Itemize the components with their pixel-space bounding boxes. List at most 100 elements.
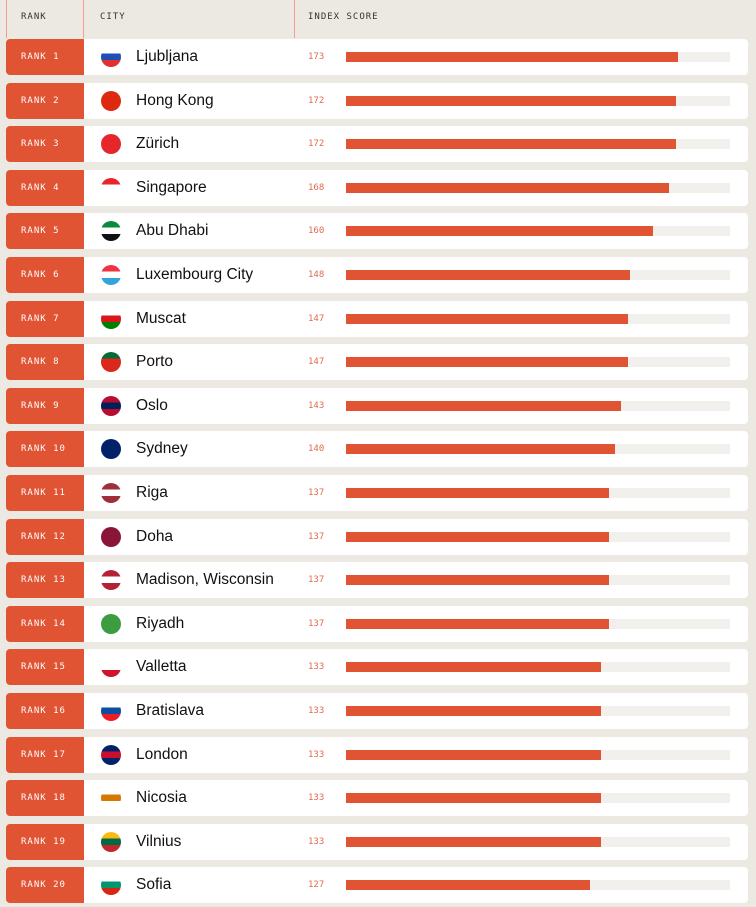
flag-icon bbox=[101, 701, 121, 721]
table-row: RANK 12 Doha 137 bbox=[6, 518, 748, 555]
score-label: 140 bbox=[308, 444, 325, 455]
rank-badge: RANK 9 bbox=[6, 387, 84, 424]
header-rank: RANK bbox=[6, 0, 84, 38]
table-row: RANK 18 Nicosia 133 bbox=[6, 780, 748, 817]
score-bar bbox=[346, 270, 631, 280]
score-label: 137 bbox=[308, 618, 325, 629]
table-row: RANK 1 Ljubljana 173 bbox=[6, 39, 748, 75]
score-track bbox=[346, 270, 730, 280]
flag-icon bbox=[101, 395, 121, 416]
city-name: Oslo bbox=[136, 396, 168, 414]
table-row: RANK 20 Sofia 127 bbox=[6, 867, 748, 904]
city-name: Vilnius bbox=[136, 832, 182, 850]
rank-badge: RANK 18 bbox=[6, 780, 84, 817]
score-bar bbox=[346, 182, 669, 193]
rank-badge: RANK 11 bbox=[6, 475, 84, 511]
flag-icon bbox=[101, 570, 121, 591]
table-row: RANK 11 Riga 137 bbox=[6, 475, 748, 511]
city-name: Bratislava bbox=[136, 702, 205, 719]
score-bar bbox=[346, 488, 610, 498]
score-bar bbox=[346, 357, 629, 368]
rank-badge: RANK 1 bbox=[6, 39, 84, 75]
city-name: Sydney bbox=[136, 440, 188, 458]
flag-icon bbox=[101, 831, 121, 852]
flag-icon bbox=[101, 265, 121, 285]
score-bar bbox=[346, 226, 654, 237]
score-track bbox=[346, 662, 730, 673]
score-bar bbox=[346, 95, 677, 106]
score-label: 168 bbox=[308, 182, 325, 193]
score-track bbox=[346, 618, 730, 629]
header-city: CITY bbox=[85, 0, 295, 38]
rank-badge: RANK 16 bbox=[6, 693, 84, 729]
score-track bbox=[346, 400, 730, 411]
city-name: Nicosia bbox=[136, 789, 187, 807]
score-track bbox=[346, 139, 730, 150]
rank-badge: RANK 20 bbox=[6, 867, 84, 904]
city-name: Porto bbox=[136, 353, 174, 371]
score-track bbox=[346, 488, 730, 498]
city-name: Singapore bbox=[136, 178, 207, 196]
city-name: Doha bbox=[136, 527, 174, 545]
city-name: Madison, Wisconsin bbox=[136, 571, 274, 589]
score-track bbox=[346, 357, 730, 368]
score-track bbox=[346, 793, 730, 804]
city-name: Valletta bbox=[136, 658, 187, 676]
score-track bbox=[346, 880, 730, 891]
score-label: 137 bbox=[308, 531, 325, 542]
rank-badge: RANK 6 bbox=[6, 257, 84, 293]
score-label: 133 bbox=[308, 662, 325, 673]
score-label: 127 bbox=[308, 880, 325, 891]
city-name: Riga bbox=[136, 484, 168, 501]
score-label: 137 bbox=[308, 488, 325, 498]
rank-badge: RANK 3 bbox=[6, 126, 84, 163]
rank-badge: RANK 8 bbox=[6, 344, 84, 381]
score-label: 137 bbox=[308, 575, 325, 586]
table-row: RANK 8 Porto 147 bbox=[6, 344, 748, 381]
flag-icon bbox=[101, 613, 121, 634]
score-bar bbox=[346, 618, 610, 629]
flag-icon bbox=[101, 352, 121, 373]
score-bar bbox=[346, 662, 602, 673]
rank-badge: RANK 2 bbox=[6, 82, 84, 119]
table-row: RANK 16 Bratislava 133 bbox=[6, 693, 748, 729]
score-label: 172 bbox=[308, 95, 325, 106]
city-name: Luxembourg City bbox=[136, 266, 254, 283]
rank-badge: RANK 17 bbox=[6, 736, 84, 773]
score-track bbox=[346, 531, 730, 542]
score-bar bbox=[346, 444, 615, 455]
score-bar bbox=[346, 749, 602, 760]
score-bar bbox=[346, 139, 677, 150]
rank-badge: RANK 15 bbox=[6, 649, 84, 686]
rank-badge: RANK 13 bbox=[6, 562, 84, 599]
table-row: RANK 13 Madison, Wisconsin 137 bbox=[6, 562, 748, 599]
table-row: RANK 17 London 133 bbox=[6, 736, 748, 773]
header-index-score: INDEX SCORE bbox=[308, 12, 379, 22]
score-track bbox=[346, 836, 730, 847]
city-name: Hong Kong bbox=[136, 91, 214, 109]
score-label: 147 bbox=[308, 313, 325, 324]
flag-icon bbox=[101, 483, 121, 503]
score-label: 160 bbox=[308, 226, 325, 237]
score-bar bbox=[346, 836, 602, 847]
flag-icon bbox=[101, 47, 121, 67]
flag-icon bbox=[101, 177, 121, 198]
city-name: Riyadh bbox=[136, 614, 185, 632]
table-row: RANK 4 Singapore 168 bbox=[6, 169, 748, 206]
score-bar bbox=[346, 52, 679, 62]
table-row: RANK 19 Vilnius 133 bbox=[6, 823, 748, 860]
score-track bbox=[346, 95, 730, 106]
score-track bbox=[346, 313, 730, 324]
flag-icon bbox=[101, 439, 121, 460]
score-track bbox=[346, 52, 730, 62]
flag-icon bbox=[101, 744, 121, 765]
flag-icon bbox=[101, 221, 121, 242]
score-label: 173 bbox=[308, 52, 325, 62]
score-label: 148 bbox=[308, 270, 325, 280]
flag-icon bbox=[101, 134, 121, 155]
score-track bbox=[346, 749, 730, 760]
score-bar bbox=[346, 400, 621, 411]
table-row: RANK 3 Zürich 172 bbox=[6, 126, 748, 163]
score-label: 147 bbox=[308, 357, 325, 368]
table-row: RANK 5 Abu Dhabi 160 bbox=[6, 213, 748, 250]
